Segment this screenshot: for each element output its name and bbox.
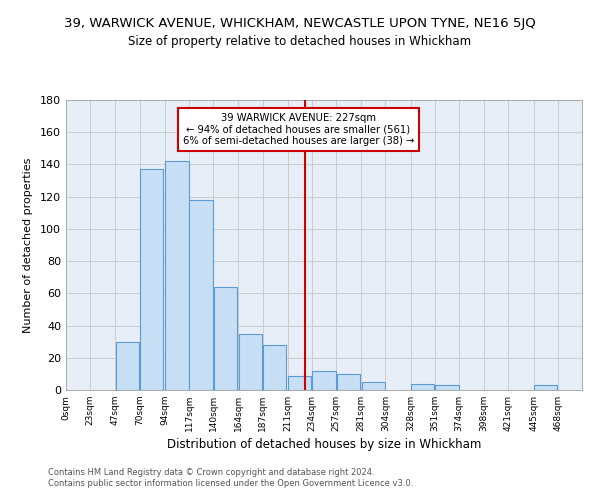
Bar <box>116 342 139 390</box>
Bar <box>214 287 237 390</box>
Text: Size of property relative to detached houses in Whickham: Size of property relative to detached ho… <box>128 35 472 48</box>
X-axis label: Distribution of detached houses by size in Whickham: Distribution of detached houses by size … <box>167 438 481 451</box>
Bar <box>313 370 335 390</box>
Bar <box>362 382 385 390</box>
Bar <box>435 385 458 390</box>
Text: 39, WARWICK AVENUE, WHICKHAM, NEWCASTLE UPON TYNE, NE16 5JQ: 39, WARWICK AVENUE, WHICKHAM, NEWCASTLE … <box>64 18 536 30</box>
Bar <box>239 334 262 390</box>
Bar <box>411 384 434 390</box>
Bar <box>190 200 213 390</box>
Text: 39 WARWICK AVENUE: 227sqm
← 94% of detached houses are smaller (561)
6% of semi-: 39 WARWICK AVENUE: 227sqm ← 94% of detac… <box>182 113 414 146</box>
Bar <box>288 376 311 390</box>
Text: Contains HM Land Registry data © Crown copyright and database right 2024.
Contai: Contains HM Land Registry data © Crown c… <box>48 468 413 487</box>
Bar <box>534 385 557 390</box>
Bar <box>140 170 163 390</box>
Bar <box>263 345 286 390</box>
Bar <box>337 374 360 390</box>
Bar <box>165 161 188 390</box>
Y-axis label: Number of detached properties: Number of detached properties <box>23 158 33 332</box>
